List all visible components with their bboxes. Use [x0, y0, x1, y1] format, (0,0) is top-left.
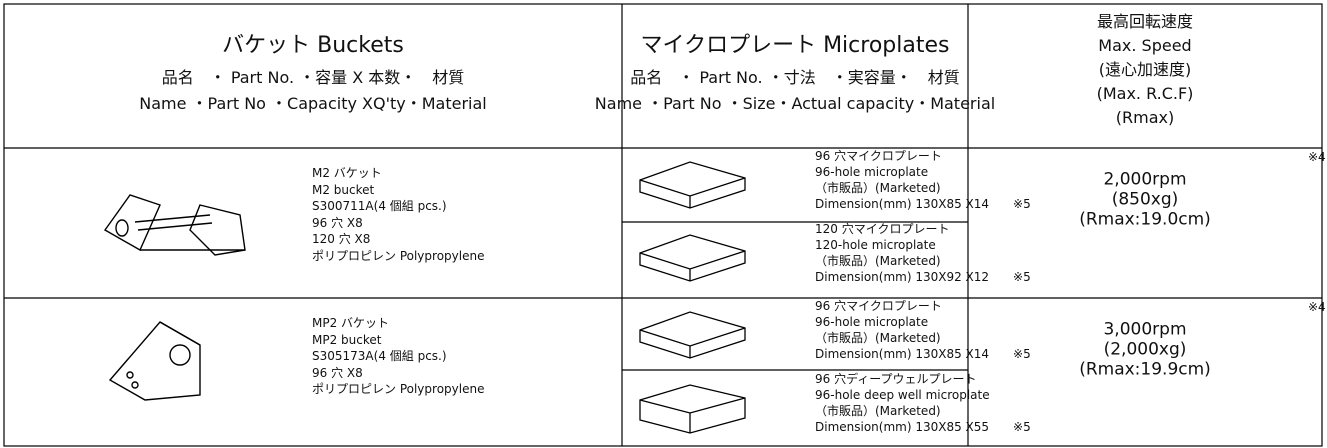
bucket-text: S300711A(4 個組 pcs.)	[312, 199, 447, 213]
plate-text: 96-hole microplate	[815, 165, 929, 179]
plate-text: 96-hole microplate	[815, 315, 929, 329]
header-speed: (遠心加速度)	[1098, 60, 1192, 79]
header-subtitle: Name ・Part No ・Capacity XQ'ty・Material	[139, 94, 487, 113]
plate-text: 120 穴マイクロプレート	[815, 222, 950, 236]
plate-text: 96 穴マイクロプレート	[815, 299, 942, 313]
header-speed: Max. Speed	[1098, 36, 1192, 55]
plate-text: （市販品）(Marketed)	[815, 404, 941, 418]
bucket-text: MP2 バケット	[312, 316, 390, 330]
plate-text: （市販品）(Marketed)	[815, 331, 941, 345]
speed-text: (Rmax:19.0cm)	[1079, 209, 1211, 230]
speed-note: ※4	[1308, 300, 1326, 314]
plate-icon	[639, 161, 746, 434]
bucket-text: M2 bucket	[312, 182, 375, 197]
plate-text: Dimension(mm) 130X85 X14 ※5	[815, 197, 1031, 211]
plate-text: 120-hole microplate	[815, 238, 936, 252]
plate-text: 96 穴ディープウェルプレート	[815, 372, 977, 386]
bucket-text: ポリプロピレン Polypropylene	[312, 248, 485, 263]
header-subtitle: Name ・Part No ・Size・Actual capacity・Mate…	[594, 94, 996, 113]
header-speed: (Max. R.C.F)	[1096, 84, 1194, 103]
plate-text: 96-hole deep well microplate	[815, 388, 990, 402]
bucket-text: MP2 bucket	[312, 332, 382, 347]
speed-text: 2,000rpm	[1103, 169, 1187, 190]
header-title: バケット Buckets	[222, 33, 404, 58]
bucket-text: M2 バケット	[312, 166, 382, 180]
bucket-text: 96 穴 X8	[312, 215, 363, 230]
bucket-text: 96 穴 X8	[312, 365, 363, 380]
speed-text: (850xg)	[1111, 189, 1179, 210]
bucket-text: ポリプロピレン Polypropylene	[312, 382, 485, 396]
speed-text: (2,000xg)	[1103, 339, 1187, 360]
bucket-text: 120 穴 X8	[312, 232, 371, 246]
speed-note: ※4	[1308, 150, 1326, 164]
plate-text: 96 穴マイクロプレート	[815, 149, 942, 163]
plate-text: Dimension(mm) 130X85 X55 ※5	[815, 420, 1031, 434]
header-title: マイクロプレート Microplates	[640, 33, 950, 58]
plate-text: Dimension(mm) 130X85 X14 ※5	[815, 347, 1031, 361]
header-speed: (Rmax)	[1115, 108, 1175, 127]
header-speed: 最高回転速度	[1096, 12, 1194, 31]
speed-text: (Rmax:19.9cm)	[1079, 359, 1211, 380]
header-subtitle: 品名 ・ Part No. ・寸法 ・実容量・ 材質	[630, 68, 960, 87]
speed-text: 3,000rpm	[1103, 319, 1187, 340]
plate-text: Dimension(mm) 130X92 X12 ※5	[815, 270, 1031, 284]
bucket-icon	[103, 194, 246, 256]
bucket-icon	[108, 321, 201, 401]
header-subtitle: 品名 ・ Part No. ・容量 X 本数・ 材質	[161, 68, 465, 87]
plate-text: （市販品）(Marketed)	[815, 181, 941, 195]
plate-text: （市販品）(Marketed)	[815, 254, 941, 268]
bucket-text: S305173A(4 個組 pcs.)	[312, 349, 447, 363]
